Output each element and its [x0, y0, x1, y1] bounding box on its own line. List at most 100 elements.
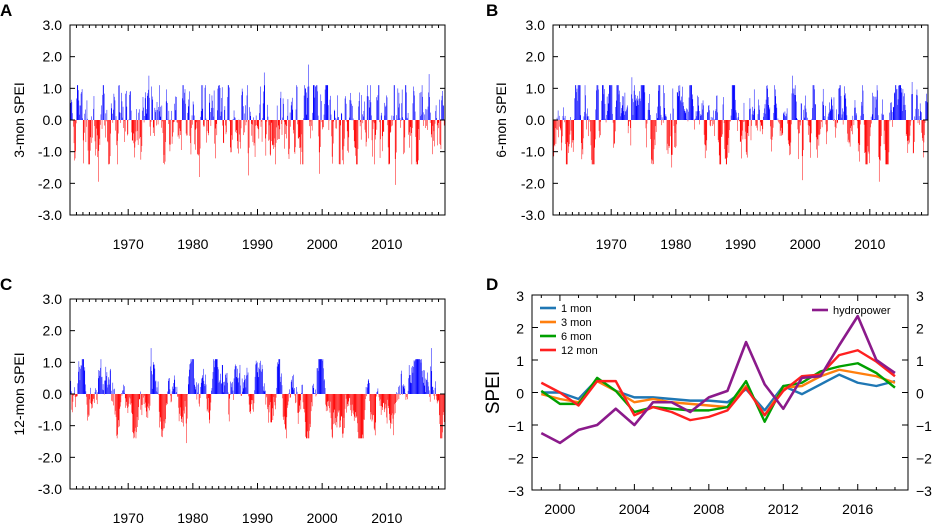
- bar-a-589: [387, 120, 388, 126]
- bar-a-465: [320, 94, 322, 120]
- bar-a-143: [147, 95, 148, 120]
- bar-c-170: [161, 394, 163, 430]
- bar-b-563: [856, 113, 857, 120]
- bar-b-464: [803, 120, 804, 151]
- bar-b-442: [791, 120, 792, 125]
- bar-c-298: [230, 394, 232, 395]
- bar-b-616: [884, 120, 886, 151]
- bar-a-45: [94, 120, 95, 126]
- bar-b-673: [915, 108, 917, 120]
- bar-b-90: [601, 100, 602, 120]
- bar-c-204: [179, 394, 181, 408]
- bar-b-462: [801, 120, 803, 157]
- bar-c-678: [435, 381, 436, 394]
- bar-a-519: [349, 99, 351, 120]
- bar-a-19: [80, 105, 81, 120]
- bar-c-573: [378, 394, 380, 398]
- bar-c-525: [352, 394, 354, 411]
- bar-b-267: [696, 111, 698, 120]
- bar-a-635: [412, 120, 413, 128]
- bar-b-645: [900, 85, 902, 120]
- bar-c-596: [391, 394, 392, 416]
- bar-a-363: [265, 120, 267, 156]
- bar-a-71: [108, 120, 109, 165]
- bar-b-657: [906, 120, 908, 141]
- bar-c-545: [363, 394, 365, 420]
- bar-c-138: [144, 394, 145, 396]
- bar-b-246: [685, 113, 687, 120]
- bar-c-624: [406, 394, 407, 398]
- bar-a-38: [90, 120, 91, 138]
- bar-b-187: [653, 120, 655, 150]
- bar-c-295: [228, 394, 230, 422]
- bar-c-604: [395, 394, 396, 403]
- bar-a-573: [378, 85, 380, 120]
- bar-a-287: [224, 106, 226, 120]
- bar-c-162: [157, 392, 158, 394]
- bar-a-653: [421, 85, 423, 120]
- bar-b-37: [572, 120, 574, 152]
- bar-b-39: [574, 119, 575, 120]
- bar-a-305: [234, 117, 235, 120]
- bar-a-191: [172, 120, 174, 133]
- bar-c-35: [88, 394, 90, 416]
- bar-a-224: [190, 120, 192, 155]
- bar-a-412: [291, 97, 293, 120]
- bar-a-39: [91, 116, 92, 120]
- bar-b-642: [898, 85, 900, 120]
- bar-a-75: [110, 120, 111, 134]
- bar-a-421: [296, 86, 298, 120]
- bar-a-448: [311, 120, 312, 126]
- bar-c-485: [331, 394, 332, 430]
- bar-b-386: [760, 120, 762, 126]
- bar-b-661: [909, 120, 910, 143]
- bar-c-283: [222, 365, 223, 394]
- bar-c-52: [98, 378, 99, 394]
- bar-b-75: [593, 120, 594, 165]
- bar-a-660: [425, 108, 427, 120]
- bar-b-625: [889, 120, 891, 122]
- bar-c-465: [320, 359, 322, 394]
- bar-b-117: [616, 100, 617, 120]
- bar-b-340: [736, 112, 737, 120]
- bar-b-51: [580, 115, 581, 120]
- bar-c-562: [372, 394, 374, 416]
- bar-a-15: [78, 90, 79, 120]
- bar-c-180: [166, 394, 168, 405]
- bar-a-470: [323, 120, 324, 128]
- bar-b-6: [556, 120, 557, 130]
- bar-c-534: [357, 394, 359, 433]
- bar-a-512: [345, 103, 347, 120]
- bar-c-234: [196, 382, 197, 394]
- ytick-label-b-6: -3.0: [521, 207, 545, 223]
- bar-c-568: [376, 394, 377, 397]
- bar-a-111: [129, 91, 131, 120]
- bar-a-494: [336, 120, 337, 129]
- bar-b-670: [913, 120, 915, 142]
- bar-c-389: [279, 359, 281, 394]
- bar-b-400: [768, 97, 770, 120]
- bar-c-331: [248, 394, 249, 397]
- bar-b-404: [770, 120, 772, 140]
- bar-a-663: [427, 120, 428, 130]
- bar-b-320: [725, 120, 726, 159]
- xtick-label-a-4: 2010: [371, 236, 402, 252]
- bar-b-568: [859, 120, 860, 162]
- bar-c-542: [362, 394, 363, 435]
- bar-b-278: [702, 100, 704, 120]
- bar-a-147: [149, 97, 150, 120]
- bar-a-405: [288, 120, 289, 155]
- bar-a-669: [430, 112, 431, 120]
- bar-a-368: [268, 120, 269, 141]
- bar-a-255: [207, 120, 208, 121]
- bar-b-370: [752, 106, 753, 120]
- bar-a-152: [151, 96, 153, 120]
- bar-a-122: [135, 120, 137, 132]
- bar-b-157: [637, 100, 639, 120]
- bar-c-517: [348, 394, 350, 406]
- bar-c-514: [346, 394, 348, 404]
- xtick-label-a-1: 1980: [177, 236, 208, 252]
- bar-b-73: [592, 120, 593, 165]
- bar-c-223: [190, 363, 191, 394]
- bar-b-517: [831, 99, 833, 120]
